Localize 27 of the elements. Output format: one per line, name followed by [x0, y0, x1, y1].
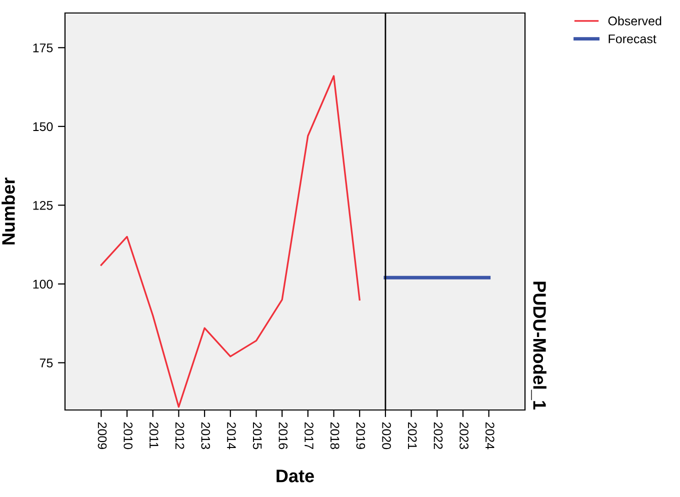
x-tick-label: 2009 [98, 422, 107, 450]
legend-label: Forecast [608, 34, 656, 44]
y-tick-label: 150 [33, 122, 53, 132]
x-tick-label: 2022 [434, 422, 443, 449]
x-tick-label: 2020 [382, 422, 391, 450]
y-axis-title: Number [2, 178, 15, 244]
x-tick-label: 2024 [485, 422, 494, 450]
x-axis-title: Date [276, 470, 314, 482]
line-series [100, 75, 360, 408]
x-tick-label: 2016 [278, 422, 288, 450]
x-tick-label: 2019 [356, 422, 366, 450]
x-tick-label: 2011 [150, 422, 158, 448]
x-tick-label: 2015 [252, 422, 262, 450]
x-tick-label: 2021 [408, 422, 417, 450]
x-tick-label: 2014 [227, 422, 236, 450]
y-tick-label: 175 [33, 44, 53, 52]
y-tick-label: 100 [33, 280, 53, 289]
x-tick-label: 2010 [124, 422, 133, 450]
y-tick-label: 125 [33, 201, 53, 210]
x-tick-label: 2017 [304, 422, 314, 449]
text: PUDU-Model_1 [531, 282, 546, 410]
x-tick-label: 2018 [330, 422, 340, 450]
x-tick-label: 2023 [460, 422, 468, 450]
x-tick-label: 2013 [201, 422, 210, 450]
legend-label: Observed [608, 16, 662, 26]
x-tick-label: 2012 [175, 422, 184, 449]
y-tick-label: 75 [40, 358, 53, 368]
